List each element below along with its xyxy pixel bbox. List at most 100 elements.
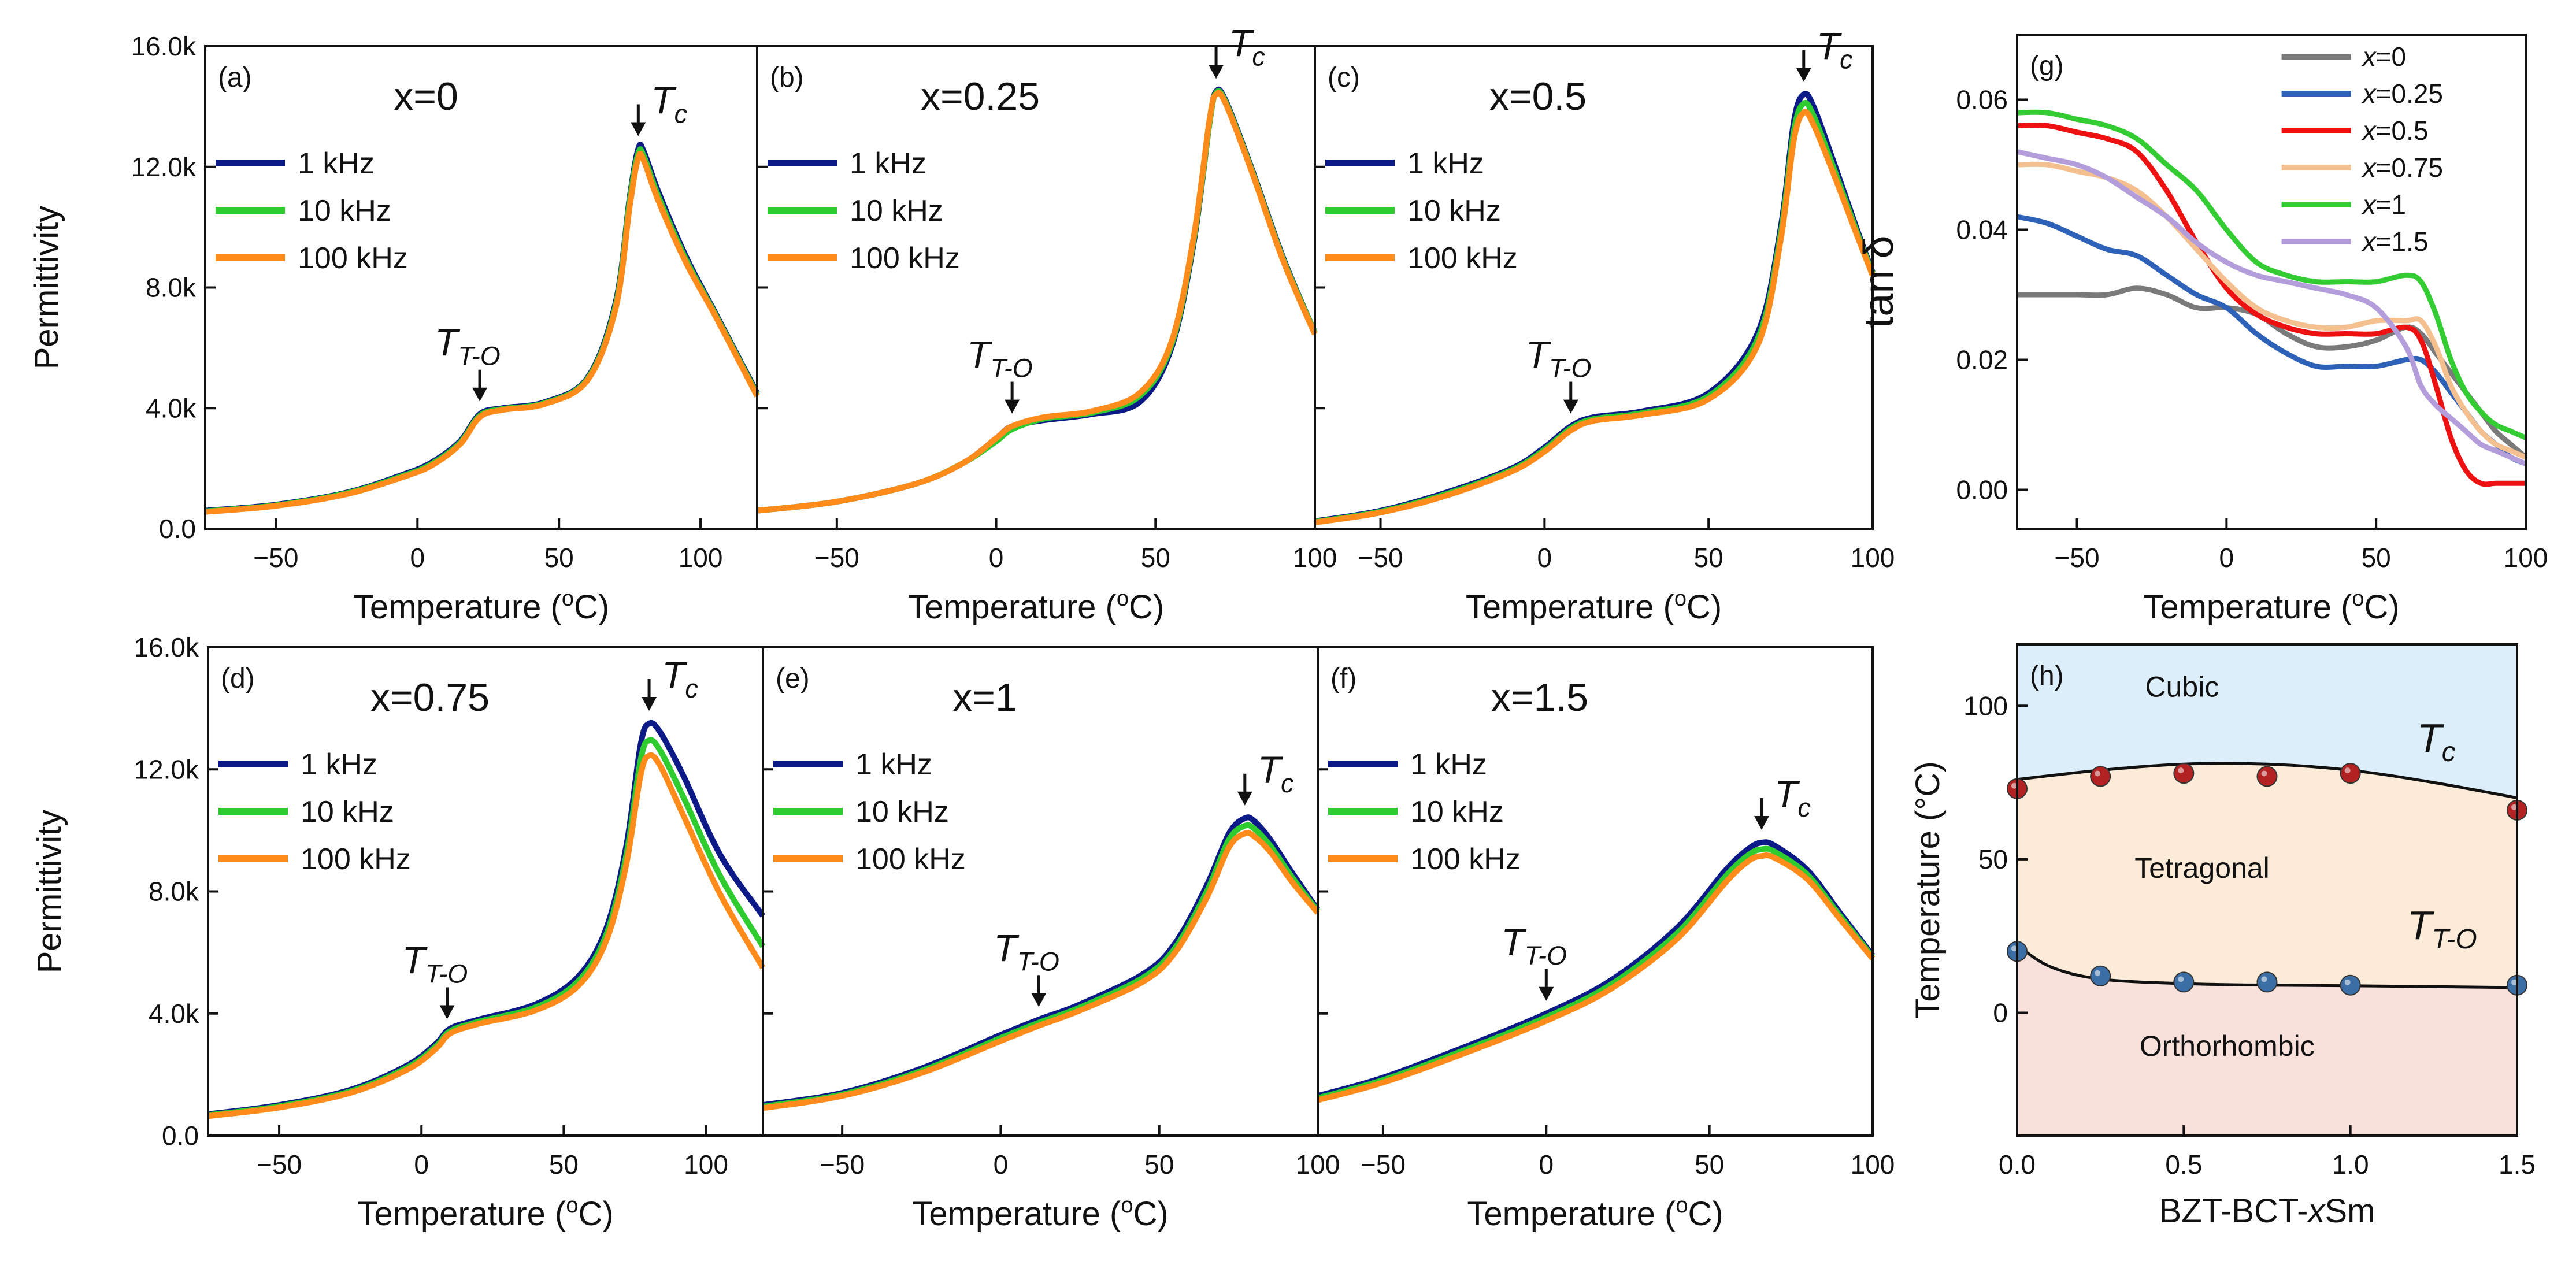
point-highlight xyxy=(2511,804,2517,810)
series-line-100-khz xyxy=(207,752,766,1119)
y-axis-label: Permittivity xyxy=(31,810,68,974)
annotation-tc: Tc xyxy=(651,79,687,128)
x-axis-label: Temperature (oC) xyxy=(1466,587,1722,626)
annotation-tto: TT-O xyxy=(967,333,1033,383)
y-tick-label: 16.0k xyxy=(134,632,199,662)
point-tt-o-4 xyxy=(2340,974,2361,996)
legend-entry: 10 kHz xyxy=(1410,795,1504,829)
x-tick-label: −50 xyxy=(1361,1149,1406,1180)
x-tick-label: 100 xyxy=(679,543,723,573)
x-tick-label: 0 xyxy=(2219,543,2234,573)
x-axis-label: Temperature (oC) xyxy=(912,1193,1168,1233)
region-label-cubic: Cubic xyxy=(2145,670,2219,703)
point-highlight xyxy=(2511,979,2517,985)
x-tick-label: 0 xyxy=(1537,543,1552,573)
x-tick-label: 50 xyxy=(1695,1149,1724,1180)
annotation-tc: Tc xyxy=(1229,21,1265,71)
x-tick-label: 0 xyxy=(994,1149,1009,1180)
annotation-arrowhead xyxy=(1796,68,1811,82)
region-label-tetragonal: Tetragonal xyxy=(2134,852,2270,884)
panel-label: (g) xyxy=(2030,51,2064,81)
panel-f: −50 0 50 100 Temperature (oC) (f) x=1.51 kHz 10… xyxy=(1317,646,1895,1233)
x-tick-label: 0 xyxy=(989,543,1004,573)
panel-g: −50 0 50 100 0.00 0.02 0.04 0.06 Temperature (oC… xyxy=(1856,34,2548,626)
x-tick-label: −50 xyxy=(2055,543,2100,573)
point-highlight xyxy=(2095,970,2101,976)
point-tt-o-2 xyxy=(2173,971,2195,993)
y-axis-label: Permittivity xyxy=(28,206,65,370)
x-tick-label: −50 xyxy=(253,543,298,573)
y-axis-label: tan δ xyxy=(1856,235,1902,328)
series-line-100-khz xyxy=(1317,852,1875,1103)
point-tc-1 xyxy=(2090,766,2111,787)
y-tick-label: 0.06 xyxy=(1956,85,2008,115)
legend-entry: 1 kHz xyxy=(850,147,926,180)
x-tick-label: 50 xyxy=(2362,543,2391,573)
panel-title: x=0.25 xyxy=(921,75,1040,118)
point-highlight xyxy=(2011,782,2017,789)
point-highlight xyxy=(2178,767,2184,774)
series-line-x-0-75 xyxy=(2017,161,2527,460)
legend-entry: 1 kHz xyxy=(301,748,377,781)
region-orthorhombic xyxy=(2017,945,2517,1136)
point-highlight xyxy=(2261,976,2267,982)
annotation-tto: TT-O xyxy=(402,939,468,988)
panel-d: −50 0 50 100 0.0 4.0k 8.0k 12.0k 16.0k Temperatur… xyxy=(31,632,766,1233)
series-line-1-khz xyxy=(207,719,766,1117)
series-line-x-1-5 xyxy=(2017,149,2527,466)
series-line-10-khz xyxy=(757,88,1318,514)
region-tetragonal xyxy=(2017,764,2517,988)
legend-entry: 100 kHz xyxy=(298,242,408,275)
panel-label: (h) xyxy=(2030,661,2064,691)
y-tick-label: 0 xyxy=(1993,998,2008,1028)
x-tick-label: 0 xyxy=(1539,1149,1554,1180)
legend-entry: 1 kHz xyxy=(298,147,375,180)
point-highlight xyxy=(2344,767,2351,774)
x-tick-label: −50 xyxy=(820,1149,865,1180)
x-tick-label: 100 xyxy=(2504,543,2548,573)
x-tick-label: −50 xyxy=(814,543,859,573)
y-tick-label: 100 xyxy=(1963,691,2008,721)
annotation-tc: Tc xyxy=(662,654,698,703)
legend-entry: 1 kHz xyxy=(1407,147,1484,180)
x-axis-label: BZT-BCT-xSm xyxy=(2159,1192,2375,1230)
x-tick-label: 0.0 xyxy=(1999,1149,2036,1180)
legend-entry: 10 kHz xyxy=(301,795,394,829)
x-tick-label: 50 xyxy=(549,1149,579,1180)
legend-entry: x=0.25 xyxy=(2362,79,2443,109)
point-highlight xyxy=(2011,945,2017,952)
point-tc-2 xyxy=(2173,763,2195,784)
x-tick-label: 50 xyxy=(1144,1149,1174,1180)
panel-h: Cubic Tetragonal Orthorhombic Tc TT-O 0.0 0.5 1… xyxy=(1909,643,2536,1230)
annotation-tto: TT-O xyxy=(435,321,501,371)
plot-frame xyxy=(1314,45,1874,530)
annotation-tc: Tc xyxy=(1258,748,1294,798)
y-tick-label: 0.00 xyxy=(1956,475,2008,505)
x-axis-label: Temperature (oC) xyxy=(1467,1193,1723,1233)
y-tick-label: 12.0k xyxy=(134,754,199,784)
y-tick-label: 0.0 xyxy=(159,514,196,544)
series-line-10-khz xyxy=(1317,845,1875,1101)
panel-label: (a) xyxy=(218,62,252,93)
x-tick-label: 100 xyxy=(1296,1149,1340,1180)
series-line-1-khz xyxy=(1317,839,1875,1099)
panel-label: (e) xyxy=(776,663,810,694)
y-tick-label: 4.0k xyxy=(149,999,199,1029)
x-tick-label: 0.5 xyxy=(2165,1149,2202,1180)
panel-label: (c) xyxy=(1328,62,1360,93)
series-line-1-khz xyxy=(757,86,1318,514)
series-line-100-khz xyxy=(757,90,1318,514)
curve-label-tto: TT-O xyxy=(2407,903,2477,955)
x-tick-label: 50 xyxy=(544,543,574,573)
series-line-1-khz xyxy=(205,142,760,514)
annotation-tc: Tc xyxy=(1817,25,1853,75)
x-tick-label: −50 xyxy=(1358,543,1403,573)
legend-entry: 1 kHz xyxy=(855,748,932,781)
y-tick-label: 0.04 xyxy=(1956,215,2008,245)
annotation-tto: TT-O xyxy=(994,926,1059,976)
point-tc-3 xyxy=(2256,766,2278,787)
annotation-arrowhead xyxy=(1031,993,1047,1007)
y-tick-label: 0.02 xyxy=(1956,345,2008,375)
x-tick-label: 0 xyxy=(410,543,425,573)
x-axis-label: Temperature (oC) xyxy=(908,587,1164,626)
